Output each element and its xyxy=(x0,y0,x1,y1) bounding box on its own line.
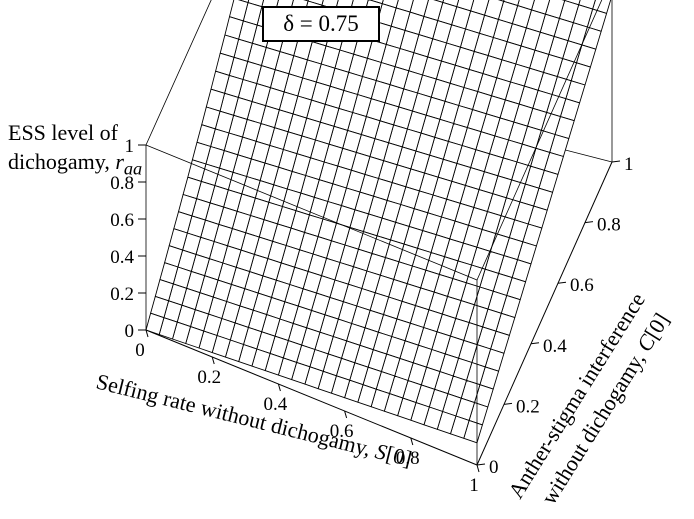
z-axis-label: ESS level of dichogamy, raa xyxy=(8,118,142,183)
x-tick xyxy=(344,410,348,419)
y-tick-label: 0.2 xyxy=(516,396,540,417)
x-tick-label: 0.6 xyxy=(330,421,354,442)
x-tick-label: 0.2 xyxy=(197,367,221,388)
x-tick xyxy=(211,356,215,365)
z-axis-label-line1: ESS level of xyxy=(8,120,118,145)
y-tick xyxy=(476,463,486,466)
x-tick-label: 0 xyxy=(135,340,145,361)
x-tick-label: 1 xyxy=(469,475,479,496)
box-edge xyxy=(145,329,478,466)
z-tick-label: 0.8 xyxy=(110,173,134,194)
y-tick xyxy=(557,281,567,284)
x-tick xyxy=(145,329,149,338)
x-tick xyxy=(476,464,480,473)
z-tick-label: 0.4 xyxy=(110,247,134,268)
y-tick xyxy=(611,160,621,163)
z-axis-label-line2: dichogamy, raa xyxy=(8,149,143,179)
box-edge xyxy=(476,0,603,281)
axis-ticks: 00.20.40.60.8100.20.40.60.8100.20.40.60.… xyxy=(110,136,633,496)
y-tick-label: 0 xyxy=(489,457,499,478)
z-tick-label: 1 xyxy=(125,136,135,157)
z-tick-label: 0.6 xyxy=(110,210,134,231)
x-tick xyxy=(410,437,414,446)
box-edge xyxy=(145,144,478,281)
y-tick xyxy=(503,402,513,405)
z-tick-label: 0 xyxy=(125,321,135,342)
x-tick xyxy=(277,383,281,392)
y-tick-label: 0.6 xyxy=(570,275,594,296)
surface-cell xyxy=(145,312,165,335)
bounding-box-front-edges xyxy=(145,0,613,466)
y-tick-label: 1 xyxy=(624,154,634,175)
y-tick-label: 0.8 xyxy=(597,215,621,236)
z-tick-label: 0.2 xyxy=(110,284,134,305)
x-tick-label: 0.4 xyxy=(264,394,288,415)
y-tick xyxy=(530,342,540,345)
y-tick-label: 0.4 xyxy=(543,336,567,357)
box-edge xyxy=(476,161,613,466)
y-tick xyxy=(584,221,594,224)
box-edge xyxy=(145,0,212,146)
x-tick-label: 0.8 xyxy=(396,448,420,469)
chart-title: δ = 0.75 xyxy=(262,6,380,42)
